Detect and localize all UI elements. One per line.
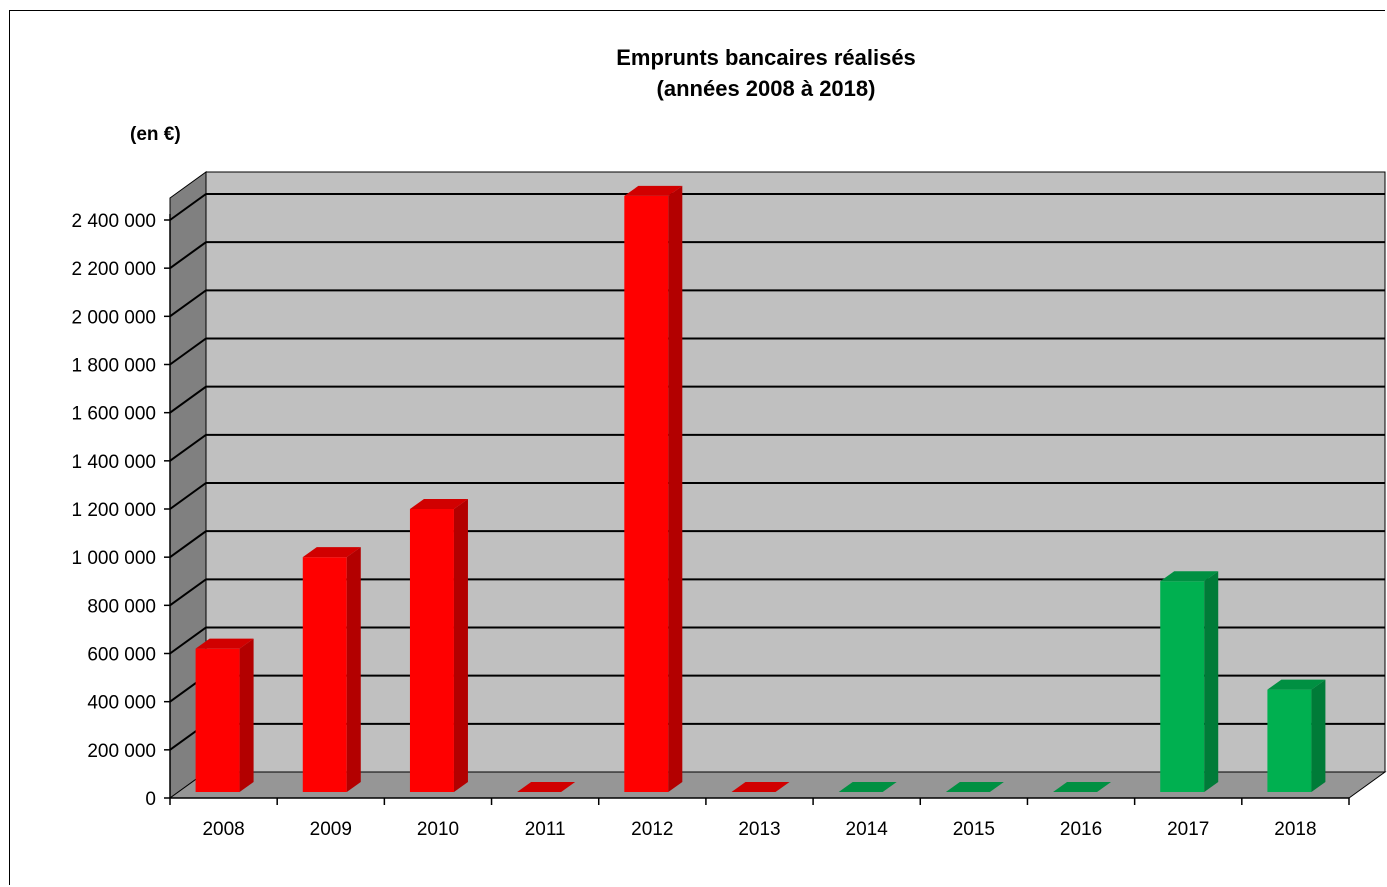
y-tick-label: 800 000 — [87, 596, 156, 617]
x-tick-label: 2011 — [525, 819, 566, 840]
chart-title-line-1: Emprunts bancaires réalisés — [616, 45, 916, 70]
y-tick-label: 2 400 000 — [71, 211, 156, 232]
bar-side — [346, 547, 361, 792]
y-tick-label: 600 000 — [87, 645, 156, 666]
gridline — [169, 385, 1385, 414]
gridline — [169, 289, 1385, 318]
x-tick-label: 2014 — [846, 819, 889, 840]
x-tick-label: 2013 — [738, 819, 780, 840]
bar-front — [302, 557, 347, 792]
y-tick-label: 400 000 — [87, 693, 156, 714]
bar-side — [668, 185, 683, 792]
x-tick-label: 2010 — [417, 819, 459, 840]
y-tick-label: 0 — [145, 789, 156, 810]
bar-top — [731, 782, 790, 792]
y-tick-label: 1 200 000 — [71, 500, 156, 521]
bar-top — [1160, 571, 1219, 582]
y-tick-label: 1 800 000 — [71, 356, 156, 377]
x-tick-label: 2008 — [202, 819, 244, 840]
bar-top — [945, 782, 1004, 792]
bar-front — [1267, 689, 1312, 792]
x-tick-label: 2017 — [1167, 819, 1209, 840]
gridline — [169, 626, 1385, 655]
bar-side — [239, 638, 254, 792]
bar-side — [453, 499, 468, 792]
bar-top — [838, 782, 897, 792]
bar-top — [1053, 782, 1112, 792]
y-tick-label: 1 400 000 — [71, 452, 156, 473]
bar-front — [195, 648, 240, 792]
plot-area: 0 200 000 400 000 600 000 800 000 1 000 000 1 … — [71, 171, 1387, 840]
x-tick-label: 2018 — [1274, 819, 1316, 840]
chart-title-line-2: (années 2008 à 2018) — [657, 76, 876, 101]
bar-top — [302, 547, 361, 558]
bar-front — [624, 195, 669, 792]
bar-top — [517, 782, 576, 792]
gridline — [169, 337, 1385, 366]
bar-side — [1204, 571, 1219, 792]
gridline — [169, 530, 1385, 558]
gridline — [169, 193, 1385, 221]
y-tick-label: 1 000 000 — [71, 548, 156, 569]
bar-front — [409, 509, 454, 792]
bar-front — [1160, 581, 1205, 792]
bar-top — [624, 185, 683, 196]
x-tick-label: 2009 — [310, 819, 352, 840]
y-tick-label: 1 600 000 — [71, 404, 156, 425]
bar-top — [1267, 679, 1326, 690]
gridline — [169, 482, 1385, 510]
gridline — [169, 241, 1385, 269]
y-tick-label: 2 000 000 — [71, 307, 156, 328]
y-unit-label: (en €) — [130, 124, 181, 145]
x-tick-label: 2012 — [631, 819, 673, 840]
bar-side — [1311, 679, 1326, 792]
bar-top — [195, 638, 254, 649]
gridline — [169, 433, 1385, 462]
bar-top — [409, 499, 468, 509]
gridline — [169, 578, 1385, 607]
x-tick-label: 2016 — [1060, 819, 1102, 840]
x-tick-label: 2015 — [953, 819, 995, 840]
y-tick-label: 200 000 — [87, 741, 156, 762]
y-tick-label: 2 200 000 — [71, 259, 156, 280]
